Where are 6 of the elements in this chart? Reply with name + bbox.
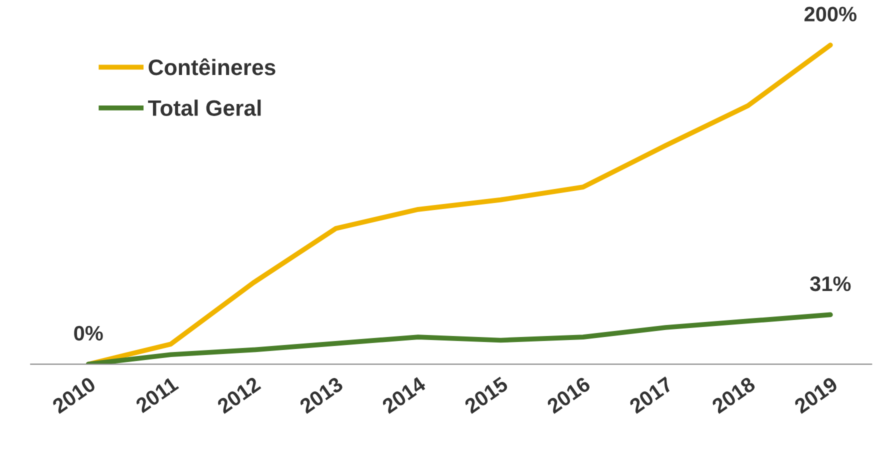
data-label: 0%	[74, 326, 103, 341]
legend-label: Total Geral	[148, 100, 261, 116]
data-label: 31%	[810, 276, 851, 292]
x-tick-label: 2011	[134, 376, 180, 414]
data-label: 200%	[804, 6, 856, 22]
legend-label: Contêineres	[148, 58, 276, 76]
